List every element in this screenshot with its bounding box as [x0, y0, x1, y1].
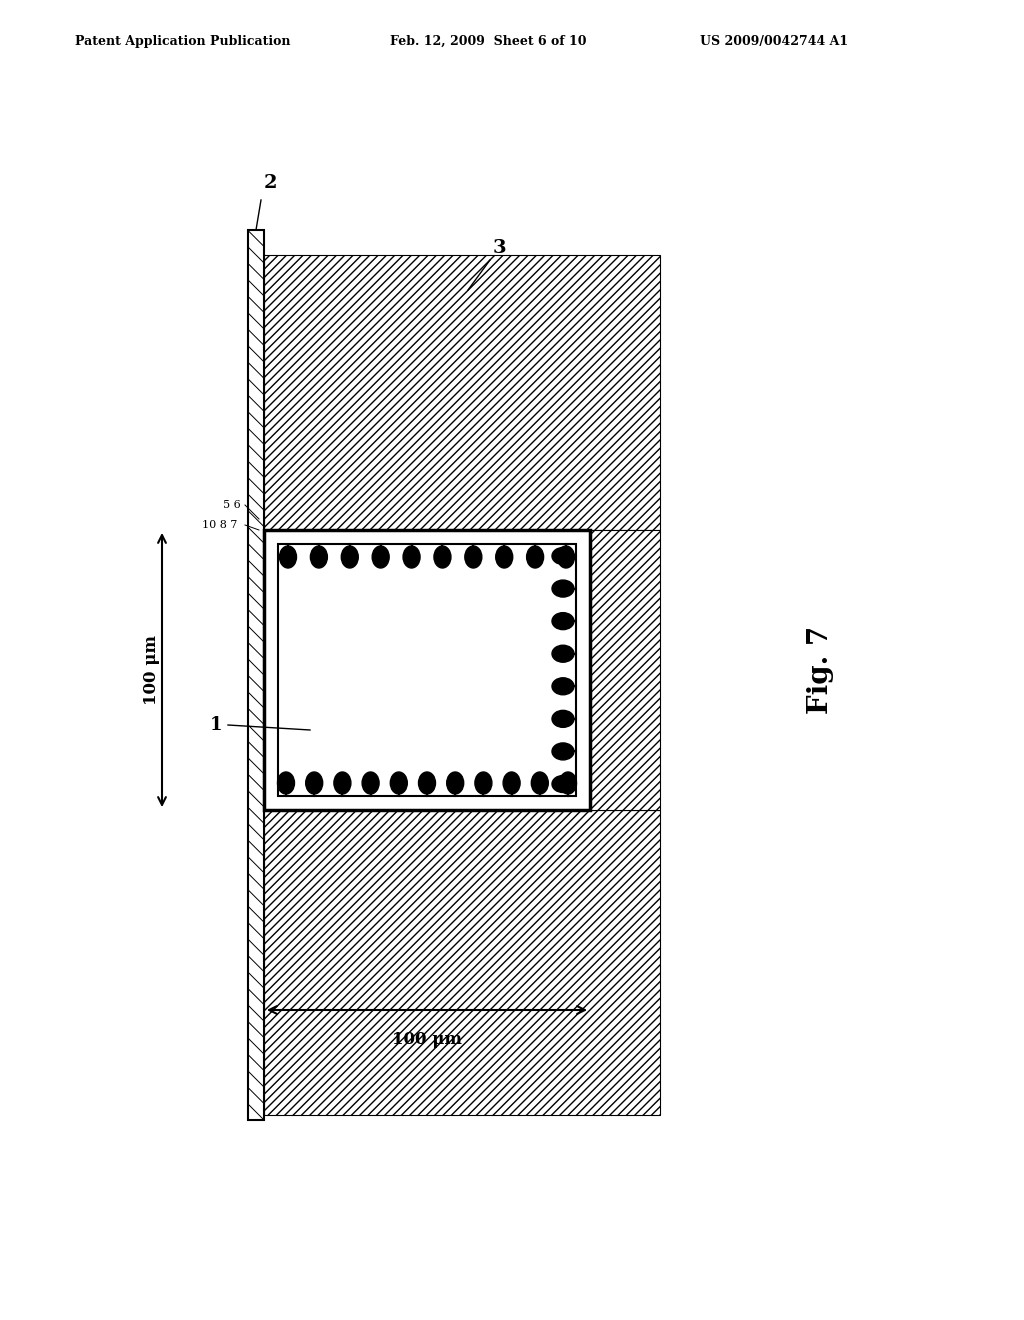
- Ellipse shape: [341, 546, 358, 568]
- Text: 2: 2: [264, 174, 278, 191]
- Ellipse shape: [552, 645, 574, 663]
- Text: 100 μm: 100 μm: [143, 635, 161, 705]
- Ellipse shape: [557, 546, 574, 568]
- Ellipse shape: [390, 772, 408, 795]
- Ellipse shape: [552, 776, 574, 792]
- Ellipse shape: [434, 546, 451, 568]
- Bar: [278, 544, 575, 796]
- Ellipse shape: [552, 579, 574, 597]
- Text: Patent Application Publication: Patent Application Publication: [75, 36, 291, 48]
- Bar: [590, 531, 660, 810]
- Ellipse shape: [310, 546, 328, 568]
- Ellipse shape: [559, 772, 577, 795]
- Bar: [264, 255, 660, 531]
- Ellipse shape: [403, 546, 420, 568]
- Ellipse shape: [552, 612, 574, 630]
- Text: 10 8 7: 10 8 7: [202, 520, 237, 531]
- Ellipse shape: [372, 546, 389, 568]
- Text: Fig. 7: Fig. 7: [807, 626, 834, 714]
- Ellipse shape: [531, 772, 548, 795]
- Ellipse shape: [334, 772, 351, 795]
- Ellipse shape: [465, 546, 482, 568]
- Ellipse shape: [475, 772, 492, 795]
- Ellipse shape: [306, 772, 323, 795]
- Ellipse shape: [526, 546, 544, 568]
- Ellipse shape: [446, 772, 464, 795]
- Ellipse shape: [552, 710, 574, 727]
- Text: 1: 1: [210, 715, 222, 734]
- Ellipse shape: [552, 743, 574, 760]
- Text: US 2009/0042744 A1: US 2009/0042744 A1: [700, 36, 848, 48]
- Ellipse shape: [552, 548, 574, 565]
- Text: Feb. 12, 2009  Sheet 6 of 10: Feb. 12, 2009 Sheet 6 of 10: [390, 36, 587, 48]
- Ellipse shape: [552, 677, 574, 694]
- Ellipse shape: [496, 546, 513, 568]
- Ellipse shape: [362, 772, 379, 795]
- Text: 100 μm: 100 μm: [392, 1031, 462, 1048]
- Ellipse shape: [503, 772, 520, 795]
- Text: 3: 3: [493, 239, 507, 257]
- Bar: [264, 810, 660, 1115]
- Bar: [248, 230, 264, 1119]
- Ellipse shape: [278, 772, 295, 795]
- Ellipse shape: [419, 772, 435, 795]
- Bar: [264, 531, 590, 810]
- Ellipse shape: [280, 546, 297, 568]
- Text: 5 6: 5 6: [223, 500, 241, 510]
